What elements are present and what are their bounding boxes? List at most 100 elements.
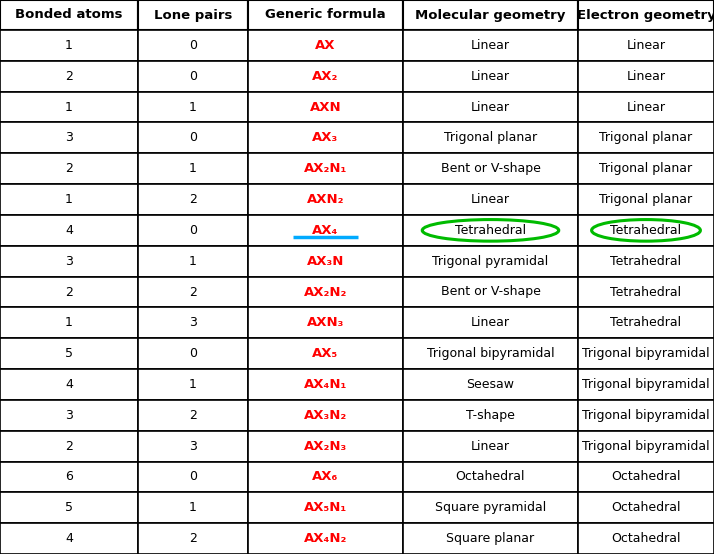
- Bar: [138, 338, 248, 369]
- Text: Octahedral: Octahedral: [611, 470, 680, 484]
- Bar: [403, 215, 578, 246]
- Bar: [578, 523, 714, 554]
- Text: 0: 0: [189, 70, 197, 83]
- Text: Linear: Linear: [626, 101, 665, 114]
- Text: Tetrahedral: Tetrahedral: [455, 224, 526, 237]
- Text: 6: 6: [65, 470, 73, 484]
- Text: 0: 0: [189, 39, 197, 52]
- Text: AXN: AXN: [310, 101, 341, 114]
- Bar: [138, 246, 248, 276]
- Bar: [138, 461, 248, 493]
- Text: AX₃: AX₃: [313, 131, 338, 145]
- Bar: [578, 246, 714, 276]
- Bar: [138, 493, 248, 523]
- Bar: [0, 153, 138, 184]
- Text: Lone pairs: Lone pairs: [154, 8, 232, 22]
- Text: Square pyramidal: Square pyramidal: [435, 501, 546, 514]
- Bar: [248, 461, 403, 493]
- Bar: [138, 430, 248, 461]
- Bar: [578, 91, 714, 122]
- Text: 4: 4: [65, 224, 73, 237]
- Text: 2: 2: [189, 193, 197, 206]
- Text: 0: 0: [189, 470, 197, 484]
- Bar: [138, 215, 248, 246]
- Text: Tetrahedral: Tetrahedral: [610, 255, 682, 268]
- Text: 2: 2: [65, 440, 73, 453]
- Bar: [248, 400, 403, 430]
- Bar: [248, 307, 403, 338]
- Text: Seesaw: Seesaw: [466, 378, 515, 391]
- Bar: [138, 400, 248, 430]
- Text: AX₅: AX₅: [313, 347, 338, 360]
- Text: Trigonal bipyramidal: Trigonal bipyramidal: [582, 378, 710, 391]
- Text: 5: 5: [65, 501, 73, 514]
- Bar: [578, 493, 714, 523]
- Text: 1: 1: [189, 255, 197, 268]
- Text: AX₂: AX₂: [312, 70, 338, 83]
- Bar: [138, 307, 248, 338]
- Bar: [248, 30, 403, 61]
- Bar: [0, 61, 138, 91]
- Bar: [578, 338, 714, 369]
- Text: Linear: Linear: [626, 70, 665, 83]
- Text: AX₆: AX₆: [312, 470, 338, 484]
- Bar: [138, 0, 248, 30]
- Text: AX₄N₂: AX₄N₂: [304, 532, 347, 545]
- Text: 4: 4: [65, 378, 73, 391]
- Text: Octahedral: Octahedral: [611, 501, 680, 514]
- Text: 5: 5: [65, 347, 73, 360]
- Bar: [138, 369, 248, 400]
- Bar: [248, 153, 403, 184]
- Text: 2: 2: [65, 70, 73, 83]
- Bar: [0, 400, 138, 430]
- Bar: [403, 461, 578, 493]
- Bar: [403, 122, 578, 153]
- Text: AX₄: AX₄: [312, 224, 338, 237]
- Bar: [403, 30, 578, 61]
- Bar: [403, 430, 578, 461]
- Text: Trigonal planar: Trigonal planar: [444, 131, 537, 145]
- Bar: [578, 30, 714, 61]
- Text: 1: 1: [189, 378, 197, 391]
- Text: 0: 0: [189, 131, 197, 145]
- Text: 1: 1: [189, 101, 197, 114]
- Bar: [403, 61, 578, 91]
- Text: Linear: Linear: [471, 70, 510, 83]
- Text: AX₅N₁: AX₅N₁: [304, 501, 347, 514]
- Text: Tetrahedral: Tetrahedral: [610, 224, 682, 237]
- Bar: [403, 493, 578, 523]
- Bar: [578, 184, 714, 215]
- Bar: [578, 215, 714, 246]
- Bar: [578, 153, 714, 184]
- Bar: [403, 153, 578, 184]
- Bar: [578, 276, 714, 307]
- Bar: [248, 61, 403, 91]
- Bar: [403, 184, 578, 215]
- Bar: [578, 369, 714, 400]
- Bar: [0, 276, 138, 307]
- Text: 2: 2: [189, 532, 197, 545]
- Bar: [248, 215, 403, 246]
- Text: 2: 2: [65, 162, 73, 175]
- Bar: [0, 246, 138, 276]
- Text: AXN₃: AXN₃: [307, 316, 344, 329]
- Text: Generic formula: Generic formula: [265, 8, 386, 22]
- Bar: [403, 91, 578, 122]
- Text: Tetrahedral: Tetrahedral: [610, 285, 682, 299]
- Text: Linear: Linear: [471, 316, 510, 329]
- Text: Octahedral: Octahedral: [456, 470, 526, 484]
- Bar: [403, 0, 578, 30]
- Text: AX₄N₁: AX₄N₁: [304, 378, 347, 391]
- Bar: [138, 184, 248, 215]
- Bar: [403, 307, 578, 338]
- Bar: [403, 400, 578, 430]
- Bar: [0, 430, 138, 461]
- Text: Trigonal bipyramidal: Trigonal bipyramidal: [582, 347, 710, 360]
- Text: AX₂N₃: AX₂N₃: [304, 440, 347, 453]
- Text: AX₃N₂: AX₃N₂: [304, 409, 347, 422]
- Text: Trigonal bipyramidal: Trigonal bipyramidal: [582, 409, 710, 422]
- Text: 2: 2: [189, 285, 197, 299]
- Text: 1: 1: [65, 39, 73, 52]
- Text: AX₃N: AX₃N: [307, 255, 344, 268]
- Bar: [248, 493, 403, 523]
